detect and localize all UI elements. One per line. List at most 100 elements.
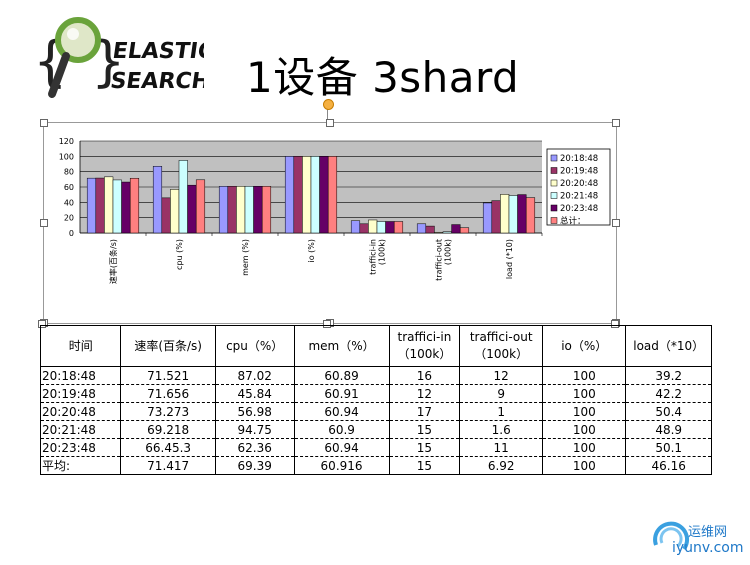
resize-handle-top-right[interactable] xyxy=(612,119,620,127)
column-header: traffici-out （100k） xyxy=(459,325,544,367)
column-header-text: io（%） xyxy=(561,338,608,353)
x-tick-label: load (*10) xyxy=(505,239,514,279)
table-cell: 45.84 xyxy=(214,384,295,403)
table-cell: 16 xyxy=(388,366,461,385)
svg-text:ELASTIC: ELASTIC xyxy=(111,38,204,64)
column-header-text: traffici-in xyxy=(397,330,452,344)
x-tick-label: (100k) xyxy=(444,239,453,265)
table-cell: 50.4 xyxy=(625,402,712,421)
table-cell: 100 xyxy=(542,366,627,385)
bar xyxy=(170,189,180,234)
bar xyxy=(500,194,510,234)
watermark-en: iyunv.com xyxy=(672,540,744,556)
bar xyxy=(253,186,263,234)
bar xyxy=(302,156,312,234)
bar xyxy=(161,197,171,234)
bar xyxy=(442,231,452,234)
resize-handle-top-left[interactable] xyxy=(40,119,48,127)
table-body: 20:18:48 71.521 87.02 60.89 16 12 100 39.2 20:19… xyxy=(39,366,712,475)
table-cell: 48.9 xyxy=(625,420,712,439)
bar xyxy=(112,179,122,234)
bar xyxy=(416,223,427,234)
chart-object[interactable]: 0 20 40 60 80 100 120 速率(百条/s) cpu (%) mem (%) io … xyxy=(40,119,620,327)
column-header-text: load（*10） xyxy=(633,338,705,353)
bar xyxy=(327,156,338,234)
watermark-logo xyxy=(653,521,690,551)
x-tick-label: (100k) xyxy=(378,239,387,265)
bar xyxy=(104,176,114,234)
y-tick-label: 0 xyxy=(69,229,74,238)
data-table: 时间 速率(百条/s) cpu（%） mem（%） traffici-in （100k） t… xyxy=(39,325,712,475)
table-cell: 60.94 xyxy=(293,402,390,421)
bar xyxy=(244,186,254,234)
table-header-row: 时间 速率(百条/s) cpu（%） mem（%） traffici-in （100k） t… xyxy=(39,325,712,367)
table-row: 20:20:48 73.273 56.98 60.94 17 1 100 50.4 xyxy=(39,402,712,421)
rotate-handle[interactable] xyxy=(323,99,334,110)
bar xyxy=(393,221,404,234)
column-header: 速率(百条/s) xyxy=(120,325,216,367)
bar xyxy=(459,227,470,234)
legend-swatch xyxy=(550,179,558,187)
column-header: io（%） xyxy=(542,325,627,367)
table-cell: 15 xyxy=(388,456,461,475)
table-cell: 20:20:48 xyxy=(39,402,122,421)
resize-handle-left[interactable] xyxy=(40,219,48,227)
legend-label: 20:19:48 xyxy=(560,167,598,177)
bar xyxy=(227,186,237,234)
column-header: mem（%） xyxy=(293,325,390,367)
y-tick-label: 20 xyxy=(64,214,74,223)
table-cell: 11 xyxy=(459,438,544,457)
table-cell: 62.36 xyxy=(214,438,295,457)
table-cell: 60.94 xyxy=(293,438,390,457)
bar xyxy=(284,156,295,234)
x-tick-label: traffici-out xyxy=(435,239,444,281)
bar xyxy=(293,156,303,234)
table-row: 20:21:48 69.218 94.75 60.9 15 1.6 100 48.9 xyxy=(39,420,712,439)
table-cell: 71.656 xyxy=(120,384,216,403)
bar xyxy=(95,177,105,234)
bar xyxy=(491,200,501,234)
y-tick-label: 120 xyxy=(59,137,74,146)
table-cell: 73.273 xyxy=(120,402,216,421)
table-cell: 66.45.3 xyxy=(120,438,216,457)
table-cell: 1 xyxy=(459,402,544,421)
table-cell: 60.89 xyxy=(293,366,390,385)
legend-label: 20:20:48 xyxy=(560,179,598,189)
bar xyxy=(451,224,461,234)
column-header-text: 速率(百条/s) xyxy=(134,338,202,353)
table-row: 20:19:48 71.656 45.84 60.91 12 9 100 42.2 xyxy=(39,384,712,403)
table-cell: 50.1 xyxy=(625,438,712,457)
table-row: 20:23:48 66.45.3 62.36 60.94 15 11 100 50.1 xyxy=(39,438,712,457)
table-row: 20:18:48 71.521 87.02 60.89 16 12 100 39.2 xyxy=(39,366,712,385)
table-cell: 71.417 xyxy=(120,456,216,475)
x-tick-label: cpu (%) xyxy=(175,239,184,270)
bar xyxy=(178,160,188,234)
x-tick-label: 速率(百条/s) xyxy=(108,239,118,284)
bar xyxy=(310,156,320,234)
bar xyxy=(525,197,536,234)
rotate-handle-line xyxy=(327,108,328,122)
resize-handle-right[interactable] xyxy=(612,219,620,227)
legend-swatch xyxy=(550,192,558,199)
legend-swatch xyxy=(550,217,558,224)
bar xyxy=(508,195,518,234)
y-tick-label: 60 xyxy=(64,183,74,192)
table-cell: 20:19:48 xyxy=(39,384,122,403)
y-tick-label: 80 xyxy=(64,168,74,177)
table-cell: 平均: xyxy=(39,456,122,475)
table-cell: 15 xyxy=(388,438,461,457)
column-header: cpu（%） xyxy=(214,325,295,367)
table-cell: 100 xyxy=(542,456,627,475)
table-cell: 20:21:48 xyxy=(39,420,122,439)
table-cell: 9 xyxy=(459,384,544,403)
bar xyxy=(319,156,329,234)
column-header-text: mem（%） xyxy=(308,338,375,353)
x-tick-label: mem (%) xyxy=(241,239,250,276)
table-cell: 100 xyxy=(542,438,627,457)
y-tick-label: 100 xyxy=(59,152,74,161)
watermark-cn: 运维网 xyxy=(688,525,728,540)
column-header-text: （100k） xyxy=(474,347,529,361)
resize-handle-top[interactable] xyxy=(326,119,334,127)
table-cell: 12 xyxy=(388,384,461,403)
legend-label: 20:23:48 xyxy=(560,204,598,214)
